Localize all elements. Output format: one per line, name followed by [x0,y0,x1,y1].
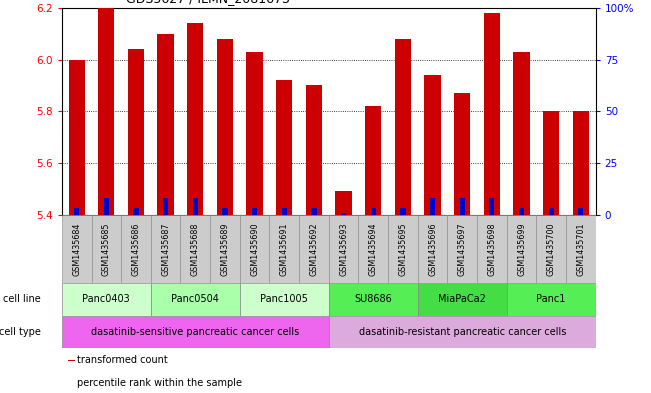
Bar [329,283,418,316]
Text: GSM1435700: GSM1435700 [547,222,556,276]
Bar [514,52,530,215]
Text: cell type: cell type [0,327,41,337]
Bar [311,208,316,215]
Bar [447,215,477,283]
Bar [329,215,359,283]
Text: dasatinib-resistant pancreatic cancer cells: dasatinib-resistant pancreatic cancer ce… [359,327,566,337]
Text: GSM1435697: GSM1435697 [458,222,467,276]
Text: GSM1435694: GSM1435694 [368,222,378,276]
Bar [180,215,210,283]
Text: percentile rank within the sample: percentile rank within the sample [77,378,242,388]
Text: GSM1435689: GSM1435689 [221,222,229,276]
Bar [276,80,292,215]
Bar [543,111,559,215]
Bar [121,215,151,283]
Bar [370,208,376,215]
Bar [217,39,233,215]
Text: GSM1435698: GSM1435698 [488,222,496,276]
Bar [519,208,524,215]
Bar [187,23,204,215]
Text: Panc0403: Panc0403 [83,294,130,305]
Bar [306,85,322,215]
Text: Panc0504: Panc0504 [171,294,219,305]
Bar [299,215,329,283]
Bar [365,106,381,215]
Bar [490,198,495,215]
Bar [128,49,144,215]
Text: GSM1435684: GSM1435684 [72,222,81,275]
Bar [424,75,441,215]
Text: Panc1: Panc1 [536,294,566,305]
Text: GDS5627 / ILMN_2081673: GDS5627 / ILMN_2081673 [126,0,290,5]
Bar [252,208,257,215]
Bar [400,208,406,215]
Bar [395,39,411,215]
Text: GSM1435692: GSM1435692 [309,222,318,276]
Text: transformed count: transformed count [77,355,167,365]
Bar [282,208,287,215]
Text: GSM1435688: GSM1435688 [191,222,200,275]
Text: GSM1435690: GSM1435690 [250,222,259,276]
Bar [430,198,435,215]
Bar [151,283,240,316]
Bar [335,191,352,215]
Bar [62,316,329,348]
Bar [68,383,76,384]
Text: GSM1435693: GSM1435693 [339,222,348,276]
Bar [62,215,92,283]
Bar [104,198,109,215]
Text: GSM1435696: GSM1435696 [428,222,437,276]
Bar [566,215,596,283]
Text: GSM1435695: GSM1435695 [398,222,408,276]
Text: GSM1435699: GSM1435699 [517,222,526,276]
Bar [506,215,536,283]
Bar [506,283,596,316]
Bar [210,215,240,283]
Bar [388,215,418,283]
Text: GSM1435687: GSM1435687 [161,222,170,276]
Bar [151,215,180,283]
Bar [341,213,346,215]
Bar [247,52,263,215]
Text: dasatinib-sensitive pancreatic cancer cells: dasatinib-sensitive pancreatic cancer ce… [91,327,299,337]
Bar [240,283,329,316]
Bar [454,93,471,215]
Bar [98,8,115,215]
Bar [133,208,139,215]
Bar [536,215,566,283]
Bar [68,360,76,361]
Bar [223,208,228,215]
Bar [158,34,174,215]
Text: MiaPaCa2: MiaPaCa2 [438,294,486,305]
Bar [270,215,299,283]
Bar [477,215,506,283]
Bar [578,208,583,215]
Bar [418,283,506,316]
Bar [163,198,168,215]
Text: Panc1005: Panc1005 [260,294,308,305]
Text: SU8686: SU8686 [354,294,392,305]
Bar [549,208,554,215]
Bar [240,215,270,283]
Text: GSM1435691: GSM1435691 [280,222,289,276]
Text: GSM1435685: GSM1435685 [102,222,111,276]
Bar [92,215,121,283]
Bar [460,198,465,215]
Bar [329,316,596,348]
Bar [573,111,589,215]
Bar [68,59,85,215]
Text: GSM1435701: GSM1435701 [576,222,585,276]
Text: cell line: cell line [3,294,41,305]
Bar [193,198,198,215]
Text: GSM1435686: GSM1435686 [132,222,141,275]
Bar [359,215,388,283]
Bar [62,283,151,316]
Bar [74,208,79,215]
Bar [484,13,500,215]
Bar [418,215,447,283]
